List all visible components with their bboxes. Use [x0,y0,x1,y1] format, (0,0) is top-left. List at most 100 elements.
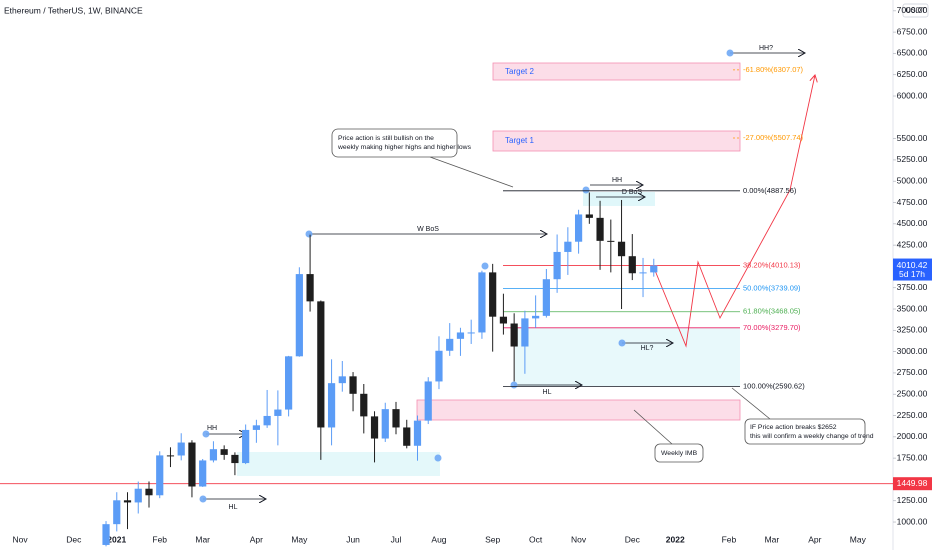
candle-body [113,500,121,525]
x-tick-label: May [291,534,308,544]
y-tick-label: 6250.00 [897,69,928,79]
callout-box [744,418,866,445]
y-tick-label: 3500.00 [897,303,928,313]
candle-body [574,214,583,242]
candle-body [274,409,282,416]
candle-body [499,316,508,324]
structure-label: HL [543,389,552,396]
x-tick-label: 2021 [107,534,126,544]
candle-body [327,383,336,428]
candle-body [413,420,422,446]
candle-body [564,241,572,252]
x-tick-label: Dec [66,534,82,544]
candle-body [123,500,132,503]
candle-body [349,376,357,394]
y-tick-label: 5000.00 [897,175,928,185]
x-tick-label: Dec [625,534,641,544]
fib-label: -61.80%(6307.07) [743,65,804,74]
candle-body [209,449,218,461]
candle-body [370,416,379,439]
structure-label: HL? [641,345,654,352]
candle-body [338,376,346,384]
zone-label: Target 2 [505,67,534,76]
candle-body [478,272,486,333]
x-tick-label: Jun [346,534,360,544]
currency-box [902,3,929,18]
x-tick-label: Apr [808,534,821,544]
candle-body [435,350,443,382]
imbalance-zone [416,399,741,421]
candle-body [392,409,400,428]
structure-label: D BoS [622,189,643,196]
fib-label: 38.20%(4010.13) [743,261,801,270]
demand-zone [237,452,440,476]
structure-arrows [203,53,805,499]
candle-body [199,460,207,487]
candle-body [156,455,164,496]
y-tick-label: 5250.00 [897,154,928,164]
y-tick-label: 6750.00 [897,26,928,36]
x-tick-label: Oct [529,534,543,544]
candle-body [381,409,389,439]
candle-body [607,240,615,242]
candle-body [231,454,239,464]
candle-body [102,524,110,545]
candle-body [553,251,561,280]
y-tick-label: 5500.00 [897,133,928,143]
callout-pointer [633,409,673,445]
y-tick-label: 1250.00 [897,495,928,505]
y-tick-label: 4500.00 [897,218,928,228]
candle-body [650,265,658,273]
y-tick-label: 1750.00 [897,452,928,462]
fib-label: 50.00%(3739.09) [743,284,801,293]
candle-body [285,356,293,410]
candle-body [166,455,175,457]
y-tick-label: 6000.00 [897,90,928,100]
candle-body [446,338,454,351]
x-tick-label: 2022 [666,534,685,544]
x-tick-label: Feb [152,534,167,544]
candle-body [306,274,314,302]
fib-label: 70.00%(3279.70) [743,323,801,332]
candle-body [521,318,529,347]
x-tick-label: Mar [765,534,780,544]
callout-pointer [731,387,771,420]
structure-label: HH [612,177,622,184]
candle-body [360,393,368,417]
fib-label: -27.00%(5507.74) [743,133,804,142]
countdown-label: 5d 17h [899,269,925,279]
x-tick-label: Nov [13,534,29,544]
fib-label: 61.80%(3468.05) [743,307,801,316]
alert-tag-label: 1449.98 [897,478,928,488]
y-tick-label: 7000.00 [897,5,928,15]
candle-body [424,381,432,421]
candle-body [532,315,540,319]
demand-zone [515,328,740,386]
callout-text: IF Price action breaks $2652 [750,424,837,431]
candle-body [585,214,593,218]
candle-body [188,442,196,487]
candle-body [456,332,465,339]
fib-label: 100.00%(2590.62) [743,381,805,390]
target-zone [492,62,741,81]
currency: USDT [905,5,926,14]
x-tick-label: Apr [250,534,263,544]
candle-body [510,323,518,347]
structure-label: HL [229,504,238,511]
y-tick-label: 4750.00 [897,197,928,207]
callout-text: weekly making higher highs and higher lo… [337,144,472,151]
x-tick-label: Sep [485,534,500,544]
chart-title: Ethereum / TetherUS, 1W, BINANCE [4,5,143,15]
plot-area [199,50,866,503]
candle-body [403,427,411,446]
candle-body [639,272,647,274]
last-price-label: 4010.42 [897,260,928,270]
last-price-tag [893,258,932,281]
candle-body [617,241,626,257]
y-tick-label: 4250.00 [897,239,928,249]
x-tick-label: Feb [722,534,737,544]
y-tick-label: 2750.00 [897,367,928,377]
x-tick-label: Mar [195,534,210,544]
callout-pointer [429,156,514,188]
